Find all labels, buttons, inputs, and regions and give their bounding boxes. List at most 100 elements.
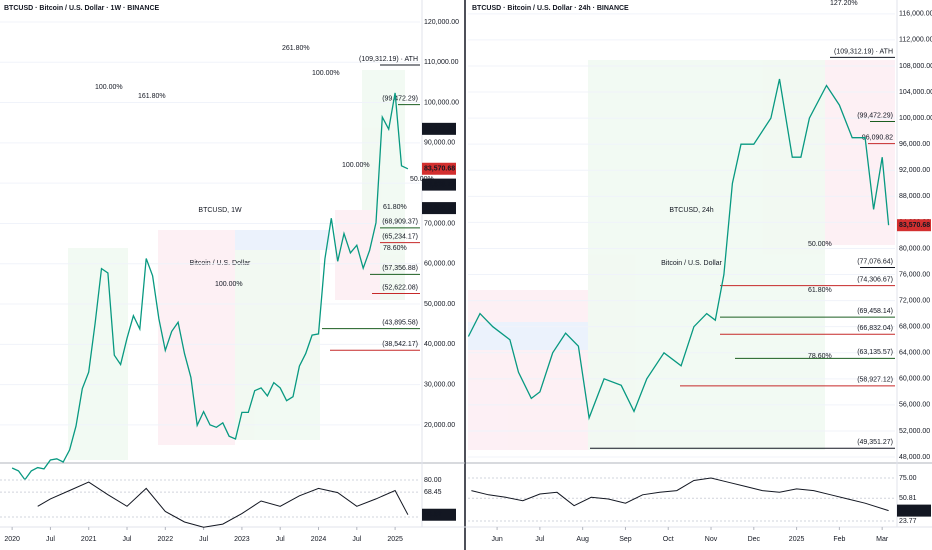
price-line — [11, 92, 409, 481]
fib-label: 78.60% — [808, 353, 832, 360]
price-level-label: (109,312.19) · ATH — [359, 56, 418, 63]
price-level-label: (63,135.57) — [857, 349, 893, 356]
zone — [235, 230, 330, 250]
y-tick-label: 70,000.00 — [424, 220, 455, 227]
x-tick-label: Jul — [46, 536, 55, 543]
price-level-label: (77,076.64) — [857, 258, 893, 265]
fib-label: 78.60% — [383, 245, 407, 252]
x-tick-label: 2022 — [158, 536, 174, 543]
zone — [68, 248, 128, 460]
y-tick-label: 75.00 — [899, 475, 917, 482]
y-tick-label: 52,000.00 — [899, 428, 930, 435]
y-tick-label: 112,000.00 — [899, 37, 932, 44]
price-level-label: 96,090.82 — [862, 134, 893, 141]
fib-label: 50.00% — [808, 241, 832, 248]
price-axis-text: 83,570.68 — [899, 222, 930, 229]
watermark: BTCUSD, 1W — [198, 207, 242, 214]
y-tick-label: 20,000.00 — [424, 422, 455, 429]
fib-label: 100.00% — [312, 70, 340, 77]
x-tick-label: 2023 — [234, 536, 250, 543]
price-axis-label: 79,638.72 — [422, 178, 456, 191]
y-tick-label: 72,000.00 — [899, 297, 930, 304]
watermark: BTCUSD, 24h — [669, 207, 713, 214]
zone — [335, 210, 380, 300]
y-tick-label: 30,000.00 — [424, 381, 455, 388]
price-line — [467, 78, 890, 421]
price-axis-label: 93,477.25 — [422, 122, 456, 135]
price-axis-box — [422, 508, 456, 521]
price-axis-box — [422, 178, 456, 191]
zone — [158, 230, 235, 445]
fib-label: 100.00% — [342, 162, 370, 169]
y-tick-label: 68.45 — [424, 489, 442, 496]
y-tick-label: 100,000.00 — [899, 115, 932, 122]
price-level-label: (43,895.58) — [382, 319, 418, 326]
y-tick-label: 68,000.00 — [899, 324, 930, 331]
chart-title: BTCUSD · Bitcoin / U.S. Dollar · 1W · BI… — [4, 5, 160, 12]
x-tick-label: Feb — [833, 536, 845, 543]
price-axis-text: 79,638.72 — [424, 181, 455, 188]
price-axis-box — [422, 202, 456, 215]
price-level-label: (68,909.37) — [382, 219, 418, 226]
price-axis-text: 36.15 — [899, 507, 917, 514]
price-axis-text: 73,808.39 — [424, 205, 455, 212]
x-tick-label: Dec — [748, 536, 761, 543]
price-level-label: (99,472.29) — [382, 96, 418, 103]
fib-label: 50.00% — [410, 176, 434, 183]
fib-label: 61.80% — [808, 287, 832, 294]
y-tick-label: 50.81 — [899, 495, 917, 502]
x-tick-label: Jul — [276, 536, 285, 543]
price-axis-label: 36.15 — [897, 504, 931, 517]
x-tick-label: 2024 — [311, 536, 327, 543]
price-axis-box — [897, 219, 931, 232]
price-level-label: (74,306.67) — [857, 276, 893, 283]
y-tick-label: 48,000.00 — [899, 454, 930, 461]
fib-label: 100.00% — [215, 281, 243, 288]
x-tick-label: Jun — [491, 536, 502, 543]
chart-title: BTCUSD · Bitcoin / U.S. Dollar · 24h · B… — [472, 5, 629, 12]
y-tick-label: 23.77 — [899, 518, 917, 525]
y-tick-label: 60,000.00 — [899, 376, 930, 383]
price-level-label: (58,927.12) — [857, 377, 893, 384]
price-line — [37, 481, 409, 528]
x-tick-label: 2025 — [789, 536, 805, 543]
y-tick-label: 108,000.00 — [899, 63, 932, 70]
fib-label: 61.80% — [383, 204, 407, 211]
x-tick-label: 2025 — [387, 536, 403, 543]
zone — [825, 60, 895, 245]
zone — [468, 290, 588, 450]
price-level-label: (57,356.88) — [382, 265, 418, 272]
x-tick-label: 2020 — [4, 536, 20, 543]
y-tick-label: 100,000.00 — [424, 99, 459, 106]
x-tick-label: Mar — [876, 536, 889, 543]
watermark-sub: Bitcoin / U.S. Dollar — [661, 260, 722, 267]
price-axis-label: 73,808.39 — [422, 202, 456, 215]
price-level-label: (69,458.14) — [857, 308, 893, 315]
price-axis-label: 46.92 — [422, 508, 456, 521]
y-tick-label: 120,000.00 — [424, 19, 459, 26]
price-level-label: (52,622.08) — [382, 284, 418, 291]
zone — [588, 60, 825, 450]
price-axis-box — [422, 162, 456, 175]
y-tick-label: 116,000.00 — [899, 11, 932, 18]
price-level-label: (38,542.17) — [382, 341, 418, 348]
y-tick-label: 64,000.00 — [899, 350, 930, 357]
y-tick-label: 50,000.00 — [424, 301, 455, 308]
y-tick-label: 110,000.00 — [424, 59, 459, 66]
x-tick-label: Aug — [576, 536, 589, 543]
fib-label: 100.00% — [95, 84, 123, 91]
price-level-label: (49,351.27) — [857, 439, 893, 446]
price-axis-box — [897, 504, 931, 517]
price-level-label: (109,312.19) · ATH — [834, 48, 893, 55]
zone — [235, 250, 320, 440]
y-tick-label: 80.00 — [424, 477, 442, 484]
price-axis-text: 93,477.25 — [424, 126, 455, 133]
x-tick-label: Jul — [199, 536, 208, 543]
fib-label: 161.80% — [138, 93, 166, 100]
y-tick-label: 40,000.00 — [424, 341, 455, 348]
fib-label: 261.80% — [282, 45, 310, 52]
x-tick-label: Nov — [705, 536, 718, 543]
x-tick-label: Oct — [663, 536, 674, 543]
price-level-label: (65,234.17) — [382, 233, 418, 240]
price-level-label: (99,472.29) — [857, 112, 893, 119]
